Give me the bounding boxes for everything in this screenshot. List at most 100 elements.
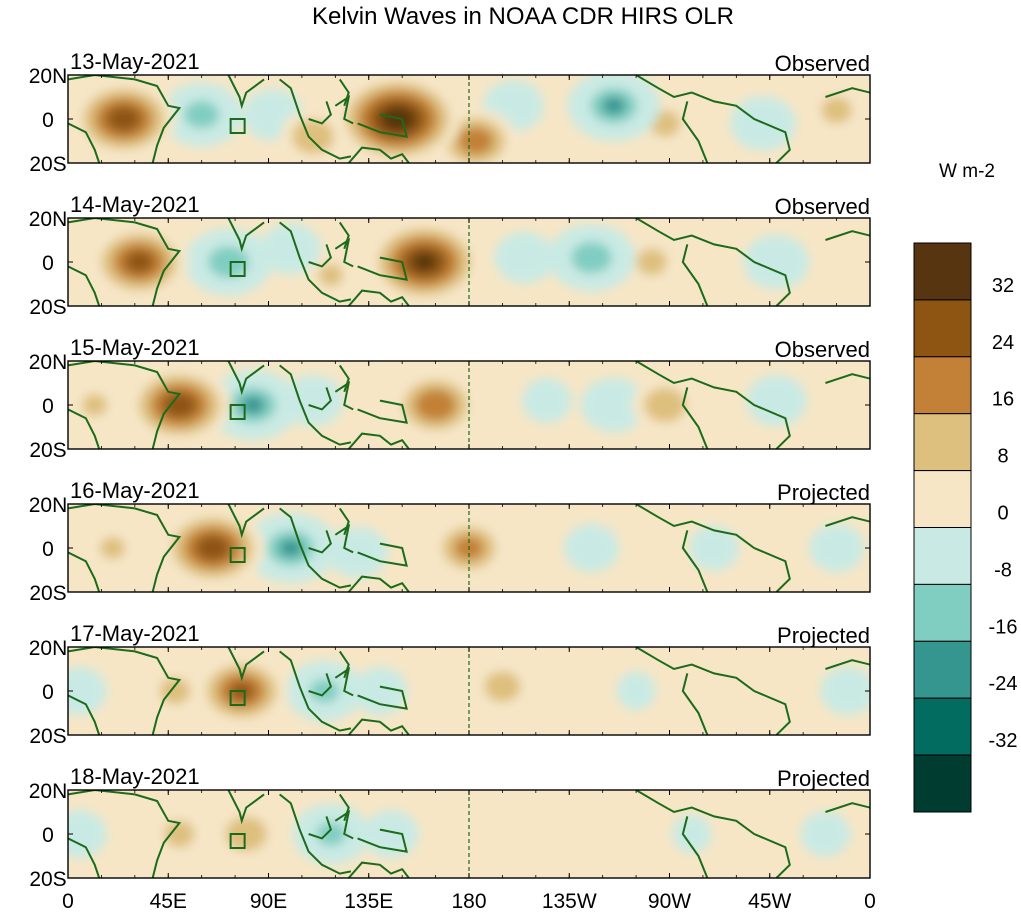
y-tick-label: 0 [42, 824, 54, 847]
anomaly-contour [415, 389, 456, 421]
y-tick-label: 20S [29, 439, 66, 462]
x-tick-label: 90W [648, 890, 691, 913]
anomaly-field [68, 647, 870, 735]
anomaly-contour [82, 393, 108, 417]
colorbar-box [913, 754, 972, 813]
x-tick-label: 135E [344, 890, 393, 913]
anomaly-contour [506, 242, 543, 273]
y-tick-label: 20S [29, 296, 66, 319]
panel-status: Observed [775, 51, 870, 76]
chart-title: Kelvin Waves in NOAA CDR HIRS OLR [312, 3, 734, 30]
x-tick-label: 90E [250, 890, 287, 913]
y-tick-label: 20N [29, 494, 68, 517]
panel-status: Projected [777, 623, 870, 648]
anomaly-contour [534, 389, 560, 412]
colorbar-box [913, 583, 972, 642]
anomaly-contour [616, 671, 656, 711]
anomaly-contour [821, 96, 852, 124]
anomaly-contour [755, 244, 798, 280]
anomaly-contour [602, 97, 626, 115]
colorbar-label: 16 [992, 389, 1014, 411]
anomaly-contour [309, 679, 339, 703]
anomaly-contour [821, 534, 852, 562]
x-tick-label: 135W [542, 890, 597, 913]
y-tick-label: 20N [29, 637, 68, 660]
anomaly-contour [458, 127, 494, 155]
colorbar-box [913, 356, 972, 415]
panel-4: 20N 0 20S 16-May-2021 Projected [29, 478, 871, 605]
y-tick-label: 20S [29, 725, 66, 748]
panel-date: 14-May-2021 [70, 192, 200, 217]
x-tick-label: 0 [62, 890, 74, 913]
x-axis-tick-labels: 0 45E 90E 135E 180 135W 90W 45W 0 [62, 890, 876, 913]
panel-2: 20N 0 20S 14-May-2021 Observed [29, 192, 871, 319]
colorbar-box [913, 640, 972, 699]
colorbar-label: -24 [989, 673, 1018, 695]
panel-date: 16-May-2021 [70, 478, 200, 503]
anomaly-contour [208, 246, 249, 278]
coastlines [68, 218, 870, 306]
panel-date: 17-May-2021 [70, 621, 200, 646]
anomaly-contour [832, 677, 863, 705]
anomaly-contour [758, 385, 795, 416]
anomaly-contour [279, 539, 303, 557]
panel-3: 20N 0 20S 15-May-2021 Observed [29, 335, 871, 462]
anomaly-contour [813, 822, 838, 846]
panel-date: 13-May-2021 [70, 49, 200, 74]
anomaly-contour [272, 233, 309, 265]
anomaly-contour [241, 396, 265, 414]
colorbar-label: -32 [989, 730, 1018, 752]
y-tick-label: 20N [29, 351, 68, 374]
anomaly-contour [576, 534, 607, 562]
panel-status: Projected [777, 766, 870, 791]
panel-5: 20N 0 20S 17-May-2021 Projected [29, 621, 871, 748]
coastlines [68, 361, 870, 449]
anomaly-contour [254, 99, 292, 130]
panel-status: Projected [777, 480, 870, 505]
coastlines [68, 647, 870, 735]
anomaly-contour [495, 90, 532, 122]
y-tick-label: 0 [42, 109, 54, 132]
anomaly-contour [571, 241, 612, 274]
panel-6: 20N 0 20S 18-May-2021 Projected [29, 764, 871, 891]
anomaly-contour [592, 387, 635, 423]
colorbar-label: 32 [992, 275, 1014, 297]
y-tick-label: 20N [29, 65, 68, 88]
y-tick-label: 0 [42, 252, 54, 275]
anomaly-contour [636, 248, 667, 276]
anomaly-contour [316, 822, 346, 846]
y-tick-label: 0 [42, 395, 54, 418]
coastlines [68, 790, 870, 878]
x-tick-label: 0 [864, 890, 876, 913]
x-tick-label: 45E [150, 890, 187, 913]
anomaly-contour [375, 820, 407, 848]
anomaly-contour [364, 677, 396, 705]
y-tick-label: 20N [29, 780, 68, 803]
anomaly-contour [124, 251, 154, 273]
panel-1: 20N 0 20S 13-May-2021 Observed [29, 49, 871, 176]
anomaly-contour [484, 671, 521, 702]
coastlines [68, 504, 870, 592]
colorbar-box [913, 242, 972, 301]
anomaly-contour [162, 392, 197, 418]
panels: 20N 0 20S 13-May-2021 Observed 20N 0 20S 14-May-… [29, 49, 871, 891]
y-tick-label: 20S [29, 868, 66, 891]
anomaly-contour [195, 535, 231, 561]
colorbar-box [913, 299, 972, 358]
y-tick-label: 0 [42, 538, 54, 561]
anomaly-contour [159, 677, 191, 705]
colorbar-label: 24 [992, 332, 1014, 354]
colorbar-label: 8 [997, 446, 1008, 468]
y-tick-label: 0 [42, 681, 54, 704]
panel-status: Observed [775, 194, 870, 219]
panel-date: 15-May-2021 [70, 335, 200, 360]
colorbar-label: 0 [997, 503, 1008, 525]
anomaly-contour [701, 536, 727, 560]
anomaly-contour [644, 387, 686, 423]
colorbar-box [913, 527, 972, 585]
colorbar-box [913, 413, 972, 472]
colorbar-label: -16 [989, 616, 1018, 638]
anomaly-contour [100, 536, 125, 560]
anomaly-contour [184, 100, 220, 129]
